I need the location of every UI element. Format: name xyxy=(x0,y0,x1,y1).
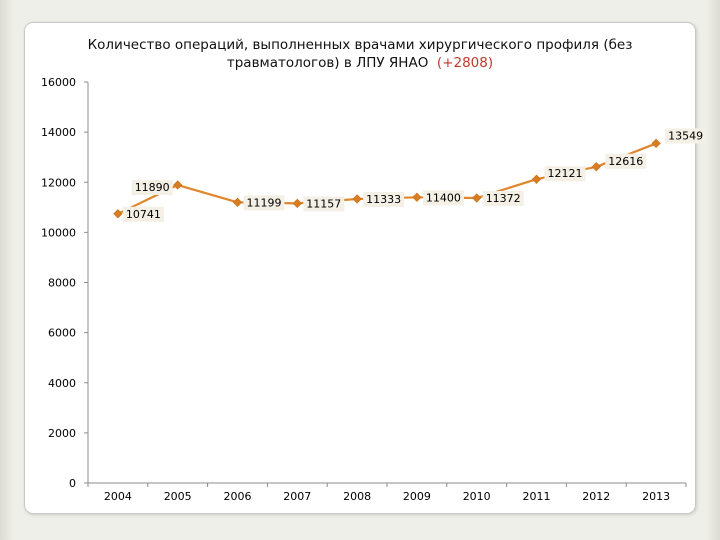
data-point xyxy=(591,162,601,172)
y-tick-label: 10000 xyxy=(41,226,76,239)
data-point xyxy=(412,192,422,202)
data-label: 13549 xyxy=(668,129,703,142)
y-tick-label: 6000 xyxy=(48,327,76,340)
chart-axes xyxy=(84,81,687,487)
data-point xyxy=(472,193,482,203)
data-label: 11372 xyxy=(486,192,521,205)
x-tick-labels: 2004 2005 2006 2007 2008 2009 2010 2011 2012 2013 xyxy=(104,490,670,503)
data-point xyxy=(292,198,302,209)
data-label-bg xyxy=(482,190,524,206)
data-label: 10741 xyxy=(126,208,161,221)
x-tick-label: 2004 xyxy=(104,490,132,503)
y-tick-labels: 0 2000 4000 6000 8000 10000 12000 14000 16000 xyxy=(41,76,76,490)
data-label-bg xyxy=(303,196,345,212)
chart-card xyxy=(24,22,696,514)
y-tick-label: 12000 xyxy=(41,176,76,189)
x-tick-label: 2005 xyxy=(164,490,192,503)
data-label-bg xyxy=(363,191,405,207)
data-label: 12616 xyxy=(608,155,643,168)
y-tick-label: 14000 xyxy=(41,126,76,139)
y-tick-label: 4000 xyxy=(48,377,76,390)
y-tick-label: 0 xyxy=(69,477,76,490)
data-label: 11333 xyxy=(366,193,401,206)
data-point xyxy=(352,194,362,204)
y-tick-label: 16000 xyxy=(41,76,76,89)
x-tick-label: 2013 xyxy=(642,490,670,503)
data-label-bg xyxy=(422,190,464,206)
data-label-bg xyxy=(544,166,586,182)
data-point xyxy=(113,209,123,219)
x-tick-label: 2009 xyxy=(403,490,431,503)
x-tick-label: 2007 xyxy=(283,490,311,503)
y-tick-label: 8000 xyxy=(48,277,76,290)
x-tick-label: 2008 xyxy=(343,490,371,503)
x-tick-label: 2012 xyxy=(582,490,610,503)
data-label-bg xyxy=(665,128,707,144)
data-label-bg xyxy=(122,206,164,222)
data-point xyxy=(651,138,661,149)
data-label: 11400 xyxy=(426,191,461,204)
data-label: 11157 xyxy=(306,197,341,210)
data-point xyxy=(531,174,542,184)
x-tick-label: 2006 xyxy=(224,490,252,503)
data-label-bg xyxy=(131,180,173,196)
data-label-bg xyxy=(243,195,285,211)
data-point xyxy=(173,180,183,190)
y-tick-label: 2000 xyxy=(48,427,76,440)
chart-title-text: Количество операций, выполненных врачами… xyxy=(87,37,633,71)
data-label: 11890 xyxy=(135,181,170,194)
data-label: 11199 xyxy=(247,196,282,209)
x-tick-label: 2011 xyxy=(523,490,551,503)
data-labels: 10741 11890 11199 11157 11333 11400 11372 12121… xyxy=(122,128,707,222)
x-tick-label: 2010 xyxy=(463,490,491,503)
data-label: 12121 xyxy=(548,167,583,180)
data-point xyxy=(232,197,243,207)
chart-title-highlight: (+2808) xyxy=(436,55,494,71)
chart-title: Количество операций, выполненных врачами… xyxy=(60,36,660,72)
data-label-bg xyxy=(605,153,647,169)
